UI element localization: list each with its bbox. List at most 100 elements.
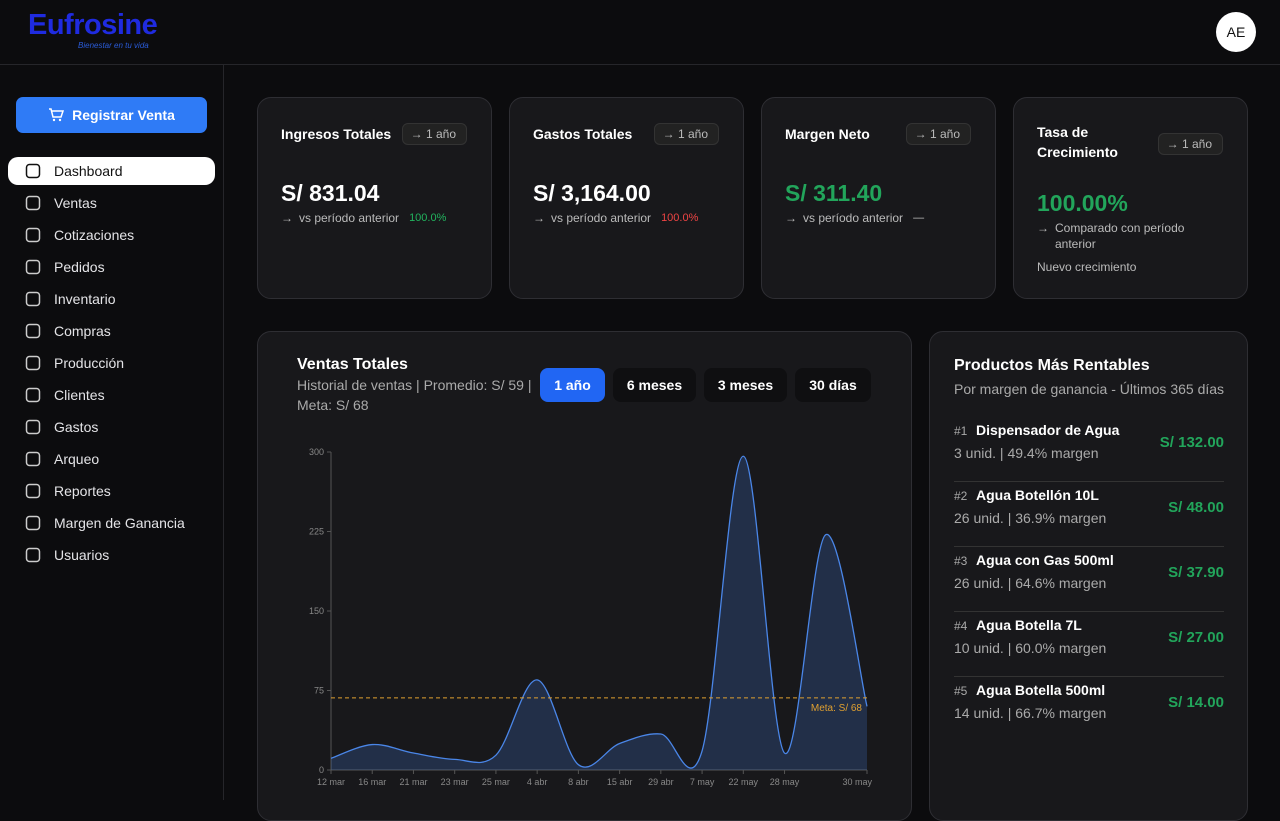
product-rank: #1 <box>954 424 968 438</box>
product-name: Agua Botellón 10L <box>976 487 1099 503</box>
period-badge[interactable]: → 1 año <box>401 123 467 145</box>
product-rank: #5 <box>954 684 968 698</box>
x-tick-label: 25 mar <box>482 777 510 787</box>
card-value: 100.00% <box>1037 190 1128 216</box>
range-tab[interactable]: 30 días <box>795 368 871 402</box>
menu-item[interactable]: Dashboard <box>8 157 215 185</box>
period-badge[interactable]: → 1 año <box>653 123 719 145</box>
card-title: Tasa de Crecimiento <box>1037 124 1118 160</box>
menu-icon <box>25 515 41 531</box>
sidebar: Registrar Venta Dashboard Ventas Cotizacio… <box>0 65 224 800</box>
range-tab[interactable]: 1 año <box>540 368 605 402</box>
menu-item[interactable]: Gastos <box>8 413 215 441</box>
menu-item[interactable]: Clientes <box>8 381 215 409</box>
logo[interactable]: Eufrosine <box>28 9 158 41</box>
stat-card: Gastos Totales → 1 año S/ 3,164.00 → vs perí… <box>509 97 744 299</box>
icon-shape <box>25 451 41 467</box>
button-label: Registrar Venta <box>72 107 175 123</box>
product-name: Dispensador de Agua <box>976 422 1120 438</box>
arrow: → <box>785 211 797 225</box>
y-tick-label: 225 <box>309 527 324 537</box>
y-tick-label: 75 <box>314 686 324 696</box>
menu-item[interactable]: Producción <box>8 349 215 377</box>
menu-icon <box>25 291 41 307</box>
x-tick-label: 12 mar <box>317 777 345 787</box>
product-detail: 10 unid. | 60.0% margen <box>954 640 1107 656</box>
x-tick-label: 29 abr <box>648 777 674 787</box>
product-name: Agua con Gas 500ml <box>976 552 1114 568</box>
menu-icon <box>25 483 41 499</box>
goal-label: Meta: S/ 68 <box>811 703 863 714</box>
card-title: Margen Neto <box>785 126 870 142</box>
card-title: Gastos Totales <box>533 126 633 142</box>
icon-shape <box>25 515 41 531</box>
comparison-text: vs período anterior <box>803 211 904 225</box>
product-row: #5 Agua Botella 500ml 14 unid. | 66.7% mar… <box>954 682 1224 742</box>
x-tick-label: 15 abr <box>607 777 633 787</box>
range-tab[interactable]: 3 meses <box>704 368 787 402</box>
menu-item[interactable]: Usuarios <box>8 541 215 569</box>
menu-label: Dashboard <box>54 163 123 179</box>
x-tick-label: 22 may <box>729 777 759 787</box>
product-row: #3 Agua con Gas 500ml 26 unid. | 64.6% mar… <box>954 552 1224 612</box>
menu-label: Reportes <box>54 483 111 499</box>
change: 100.0% <box>661 212 699 224</box>
menu-item[interactable]: Cotizaciones <box>8 221 215 249</box>
product-value: S/ 132.00 <box>1159 434 1224 451</box>
arrow: → <box>281 211 293 225</box>
menu-item[interactable]: Reportes <box>8 477 215 505</box>
comparison: → vs período anterior 100.0% <box>533 210 723 226</box>
menu-item[interactable]: Arqueo <box>8 445 215 473</box>
y-tick-label: 150 <box>309 606 324 616</box>
product-name: Agua Botella 7L <box>976 617 1082 633</box>
menu-label: Arqueo <box>54 451 100 467</box>
menu-icon <box>25 387 41 403</box>
icon-shape <box>25 483 41 499</box>
menu-label: Compras <box>54 323 111 339</box>
arrow: → <box>1037 221 1049 235</box>
product-row: #4 Agua Botella 7L 10 unid. | 60.0% margen… <box>954 617 1224 677</box>
menu-label: Inventario <box>54 291 116 307</box>
menu-icon <box>25 259 41 275</box>
menu-label: Pedidos <box>54 259 105 275</box>
x-tick-label: 30 may <box>842 777 872 787</box>
chart-subtitle: Historial de ventas | Promedio: S/ 59 | … <box>297 377 532 413</box>
cart-icon <box>49 108 65 122</box>
menu-item[interactable]: Pedidos <box>8 253 215 281</box>
stat-card: Ingresos Totales → 1 año S/ 831.04 → vs perí… <box>257 97 492 299</box>
product-value: S/ 48.00 <box>1168 499 1224 516</box>
card-value: S/ 831.04 <box>281 180 380 206</box>
menu-icon <box>25 451 41 467</box>
sales-chart-card: Ventas Totales Historial de ventas | Prom… <box>257 331 912 821</box>
menu-label: Gastos <box>54 419 99 435</box>
product-rank: #4 <box>954 619 968 633</box>
product-value: S/ 37.90 <box>1168 564 1224 581</box>
icon-shape <box>25 195 41 211</box>
menu-item[interactable]: Inventario <box>8 285 215 313</box>
comparison-text: Comparado con período anterior <box>1055 221 1185 251</box>
menu-icon <box>25 547 41 563</box>
x-tick-label: 16 mar <box>358 777 386 787</box>
products-card: Productos Más Rentables Por margen de gan… <box>929 331 1248 821</box>
card-value: S/ 3,164.00 <box>533 180 651 206</box>
header: Eufrosine Bienestar en tu vida AE <box>0 0 1280 65</box>
chart-title: Ventas Totales <box>297 356 408 373</box>
period-badge[interactable]: → 1 año <box>1157 133 1223 155</box>
x-tick-label: 8 abr <box>568 777 589 787</box>
y-tick-label: 300 <box>309 447 324 457</box>
menu-item[interactable]: Compras <box>8 317 215 345</box>
avatar[interactable]: AE <box>1216 12 1256 52</box>
card-value: S/ 311.40 <box>785 180 883 206</box>
range-tab[interactable]: 6 meses <box>613 368 696 402</box>
period-badge[interactable]: → 1 año <box>905 123 971 145</box>
icon-shape <box>25 227 41 243</box>
products-title: Productos Más Rentables <box>954 357 1150 374</box>
product-detail: 26 unid. | 64.6% margen <box>954 575 1107 591</box>
menu-label: Usuarios <box>54 547 110 563</box>
menu-icon <box>25 419 41 435</box>
register-sale-button[interactable]: Registrar Venta <box>16 97 207 133</box>
icon-shape <box>25 163 41 179</box>
menu-item[interactable]: Margen de Ganancia <box>8 509 215 537</box>
menu-item[interactable]: Ventas <box>8 189 215 217</box>
